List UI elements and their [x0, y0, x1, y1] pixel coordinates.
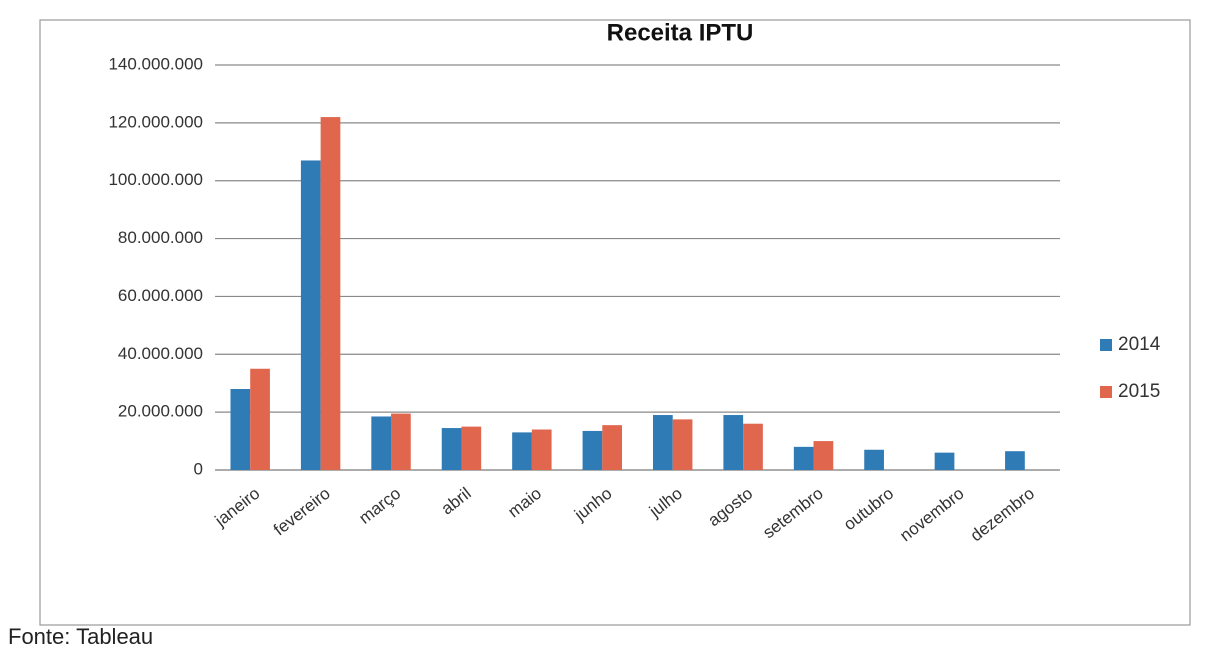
bar	[793, 446, 814, 470]
bar	[512, 432, 532, 470]
y-tick-label: 60.000.000	[118, 286, 203, 305]
bar	[371, 416, 392, 470]
x-tick-label: novembro	[896, 484, 967, 546]
legend-swatch	[1100, 339, 1112, 351]
x-tick-label: maio	[504, 484, 545, 522]
bar	[743, 423, 763, 470]
bar	[300, 160, 321, 470]
x-tick-label: outubro	[840, 484, 897, 534]
legend-label: 2014	[1118, 334, 1161, 355]
x-tick-label: agosto	[704, 484, 756, 530]
source-note: Fonte: Tableau	[8, 624, 153, 649]
chart-border	[39, 19, 1191, 626]
bar	[320, 117, 341, 471]
x-tick-label: setembro	[759, 484, 827, 543]
bar	[672, 419, 693, 470]
x-tick-label: janeiro	[211, 484, 264, 531]
bar	[531, 429, 552, 470]
bar	[582, 430, 603, 470]
bar	[461, 426, 482, 470]
bar	[602, 425, 623, 470]
y-tick-label: 0	[194, 459, 203, 478]
legend-label: 2015	[1118, 381, 1160, 402]
y-tick-label: 80.000.000	[118, 228, 203, 247]
x-tick-label: abril	[438, 484, 475, 519]
bar	[864, 449, 884, 470]
x-tick-label: fevereiro	[270, 484, 334, 540]
bar	[652, 415, 673, 470]
x-tick-label: março	[355, 484, 404, 528]
bar	[230, 389, 251, 470]
x-tick-label: dezembro	[967, 484, 1038, 546]
bar	[934, 452, 955, 470]
bar	[813, 441, 834, 470]
y-tick-label: 100.000.000	[108, 170, 203, 189]
bar	[391, 413, 411, 470]
x-tick-label: julho	[645, 484, 686, 522]
bar	[723, 415, 744, 470]
x-tick-label: junho	[570, 484, 615, 525]
y-tick-label: 120.000.000	[108, 112, 203, 131]
bar	[1005, 451, 1025, 470]
chart-title: Receita IPTU	[607, 19, 754, 46]
bar	[250, 368, 270, 470]
legend-swatch	[1100, 386, 1112, 398]
y-tick-label: 40.000.000	[118, 344, 203, 363]
y-tick-label: 20.000.000	[118, 402, 203, 421]
bar	[441, 428, 462, 470]
y-tick-label: 140.000.000	[108, 54, 203, 73]
